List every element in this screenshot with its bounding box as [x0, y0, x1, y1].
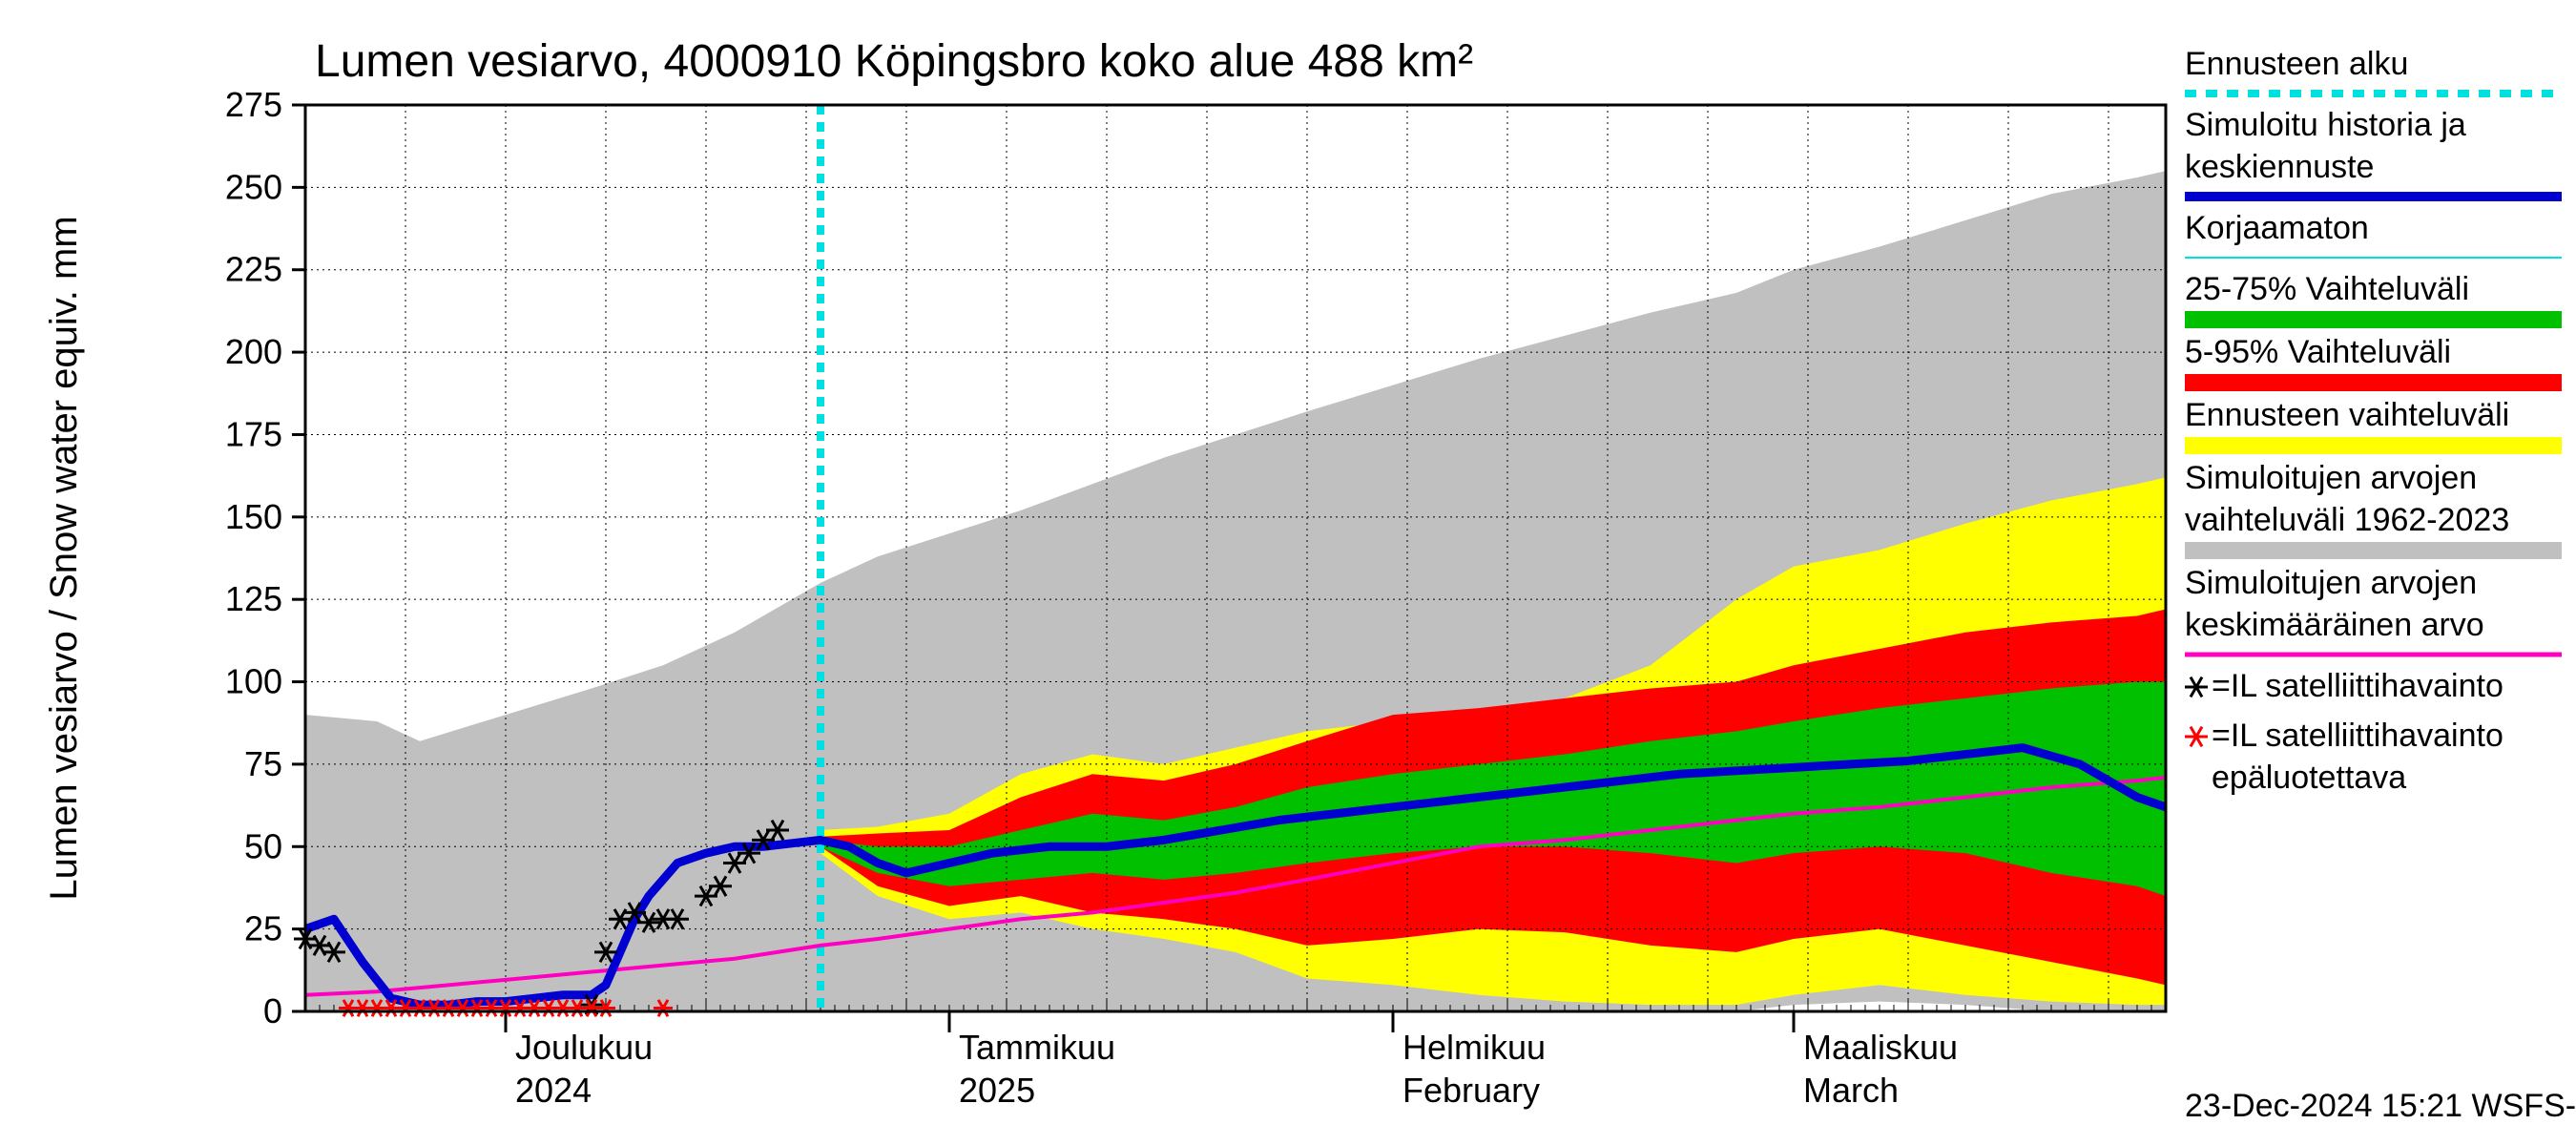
legend-label: Ennusteen vaihteluväli: [2185, 397, 2509, 433]
legend-swatch: [2185, 542, 2562, 559]
legend-label: Simuloitujen arvojen: [2185, 565, 2477, 601]
y-tick-label: 0: [263, 991, 282, 1030]
legend-item: 5-95% Vaihteluväli: [2185, 334, 2562, 391]
x-tick-label: Helmikuu: [1402, 1028, 1546, 1067]
x-tick-label: Joulukuu: [515, 1028, 653, 1067]
legend-item: Simuloitujen arvojen keskimääräinen arvo: [2185, 565, 2562, 655]
chart-title: Lumen vesiarvo, 4000910 Köpingsbro koko …: [315, 36, 1473, 87]
footer-timestamp: 23-Dec-2024 15:21 WSFS-O: [2185, 1088, 2576, 1124]
legend-label: =IL satelliittihavainto: [2212, 668, 2503, 704]
y-tick-label: 275: [225, 85, 282, 124]
chart-container: 0 25 50 75 100 125 150 175 200 225 250 275 Joulukuu 2…: [0, 0, 2576, 1145]
legend-item: =IL satelliittihavainto: [2185, 668, 2503, 704]
y-tick-label: 250: [225, 167, 282, 206]
y-axis-label: Lumen vesiarvo / Snow water equiv. mm: [43, 216, 85, 900]
marker: [2185, 677, 2208, 697]
legend-item: Ennusteen vaihteluväli: [2185, 397, 2562, 454]
legend-label: 25-75% Vaihteluväli: [2185, 271, 2469, 307]
legend-item: 25-75% Vaihteluväli: [2185, 271, 2562, 328]
legend-label: Korjaamaton: [2185, 210, 2369, 246]
x-tick-label: March: [1803, 1071, 1899, 1110]
legend-label: 5-95% Vaihteluväli: [2185, 334, 2451, 370]
legend-item: Simuloitu historia ja keskiennuste: [2185, 107, 2562, 197]
y-tick-label: 125: [225, 579, 282, 618]
legend-item: Ennusteen alku: [2185, 46, 2562, 94]
legend-swatch: [2185, 437, 2562, 454]
y-tick-label: 200: [225, 332, 282, 371]
legend-swatch: [2185, 374, 2562, 391]
marker: [2185, 727, 2208, 747]
y-tick-label: 50: [244, 826, 282, 865]
x-tick-label: 2024: [515, 1071, 592, 1110]
y-tick-label: 175: [225, 414, 282, 453]
chart-svg: 0 25 50 75 100 125 150 175 200 225 250 275 Joulukuu 2…: [0, 0, 2576, 1145]
legend-item: Korjaamaton: [2185, 210, 2562, 258]
legend-label: keskiennuste: [2185, 149, 2374, 185]
legend-label: epäluotettava: [2212, 760, 2406, 796]
legend-item: Simuloitujen arvojen vaihteluväli 1962-20…: [2185, 460, 2562, 559]
x-tick-label: Maaliskuu: [1803, 1028, 1958, 1067]
legend-label: vaihteluväli 1962-2023: [2185, 502, 2509, 538]
legend-label: =IL satelliittihavainto: [2212, 718, 2503, 754]
legend-label: Simuloitujen arvojen: [2185, 460, 2477, 496]
x-tick-label: Tammikuu: [959, 1028, 1115, 1067]
x-tick-label: February: [1402, 1071, 1540, 1110]
legend-swatch: [2185, 311, 2562, 328]
x-tick-label: 2025: [959, 1071, 1035, 1110]
legend-label: Ennusteen alku: [2185, 46, 2408, 82]
legend-label: Simuloitu historia ja: [2185, 107, 2466, 143]
legend-label: keskimääräinen arvo: [2185, 607, 2484, 643]
y-tick-label: 75: [244, 744, 282, 783]
y-tick-label: 225: [225, 250, 282, 289]
y-tick-label: 150: [225, 497, 282, 536]
y-tick-label: 25: [244, 909, 282, 948]
legend-item: =IL satelliittihavainto epäluotettava: [2185, 718, 2503, 796]
y-tick-label: 100: [225, 662, 282, 701]
